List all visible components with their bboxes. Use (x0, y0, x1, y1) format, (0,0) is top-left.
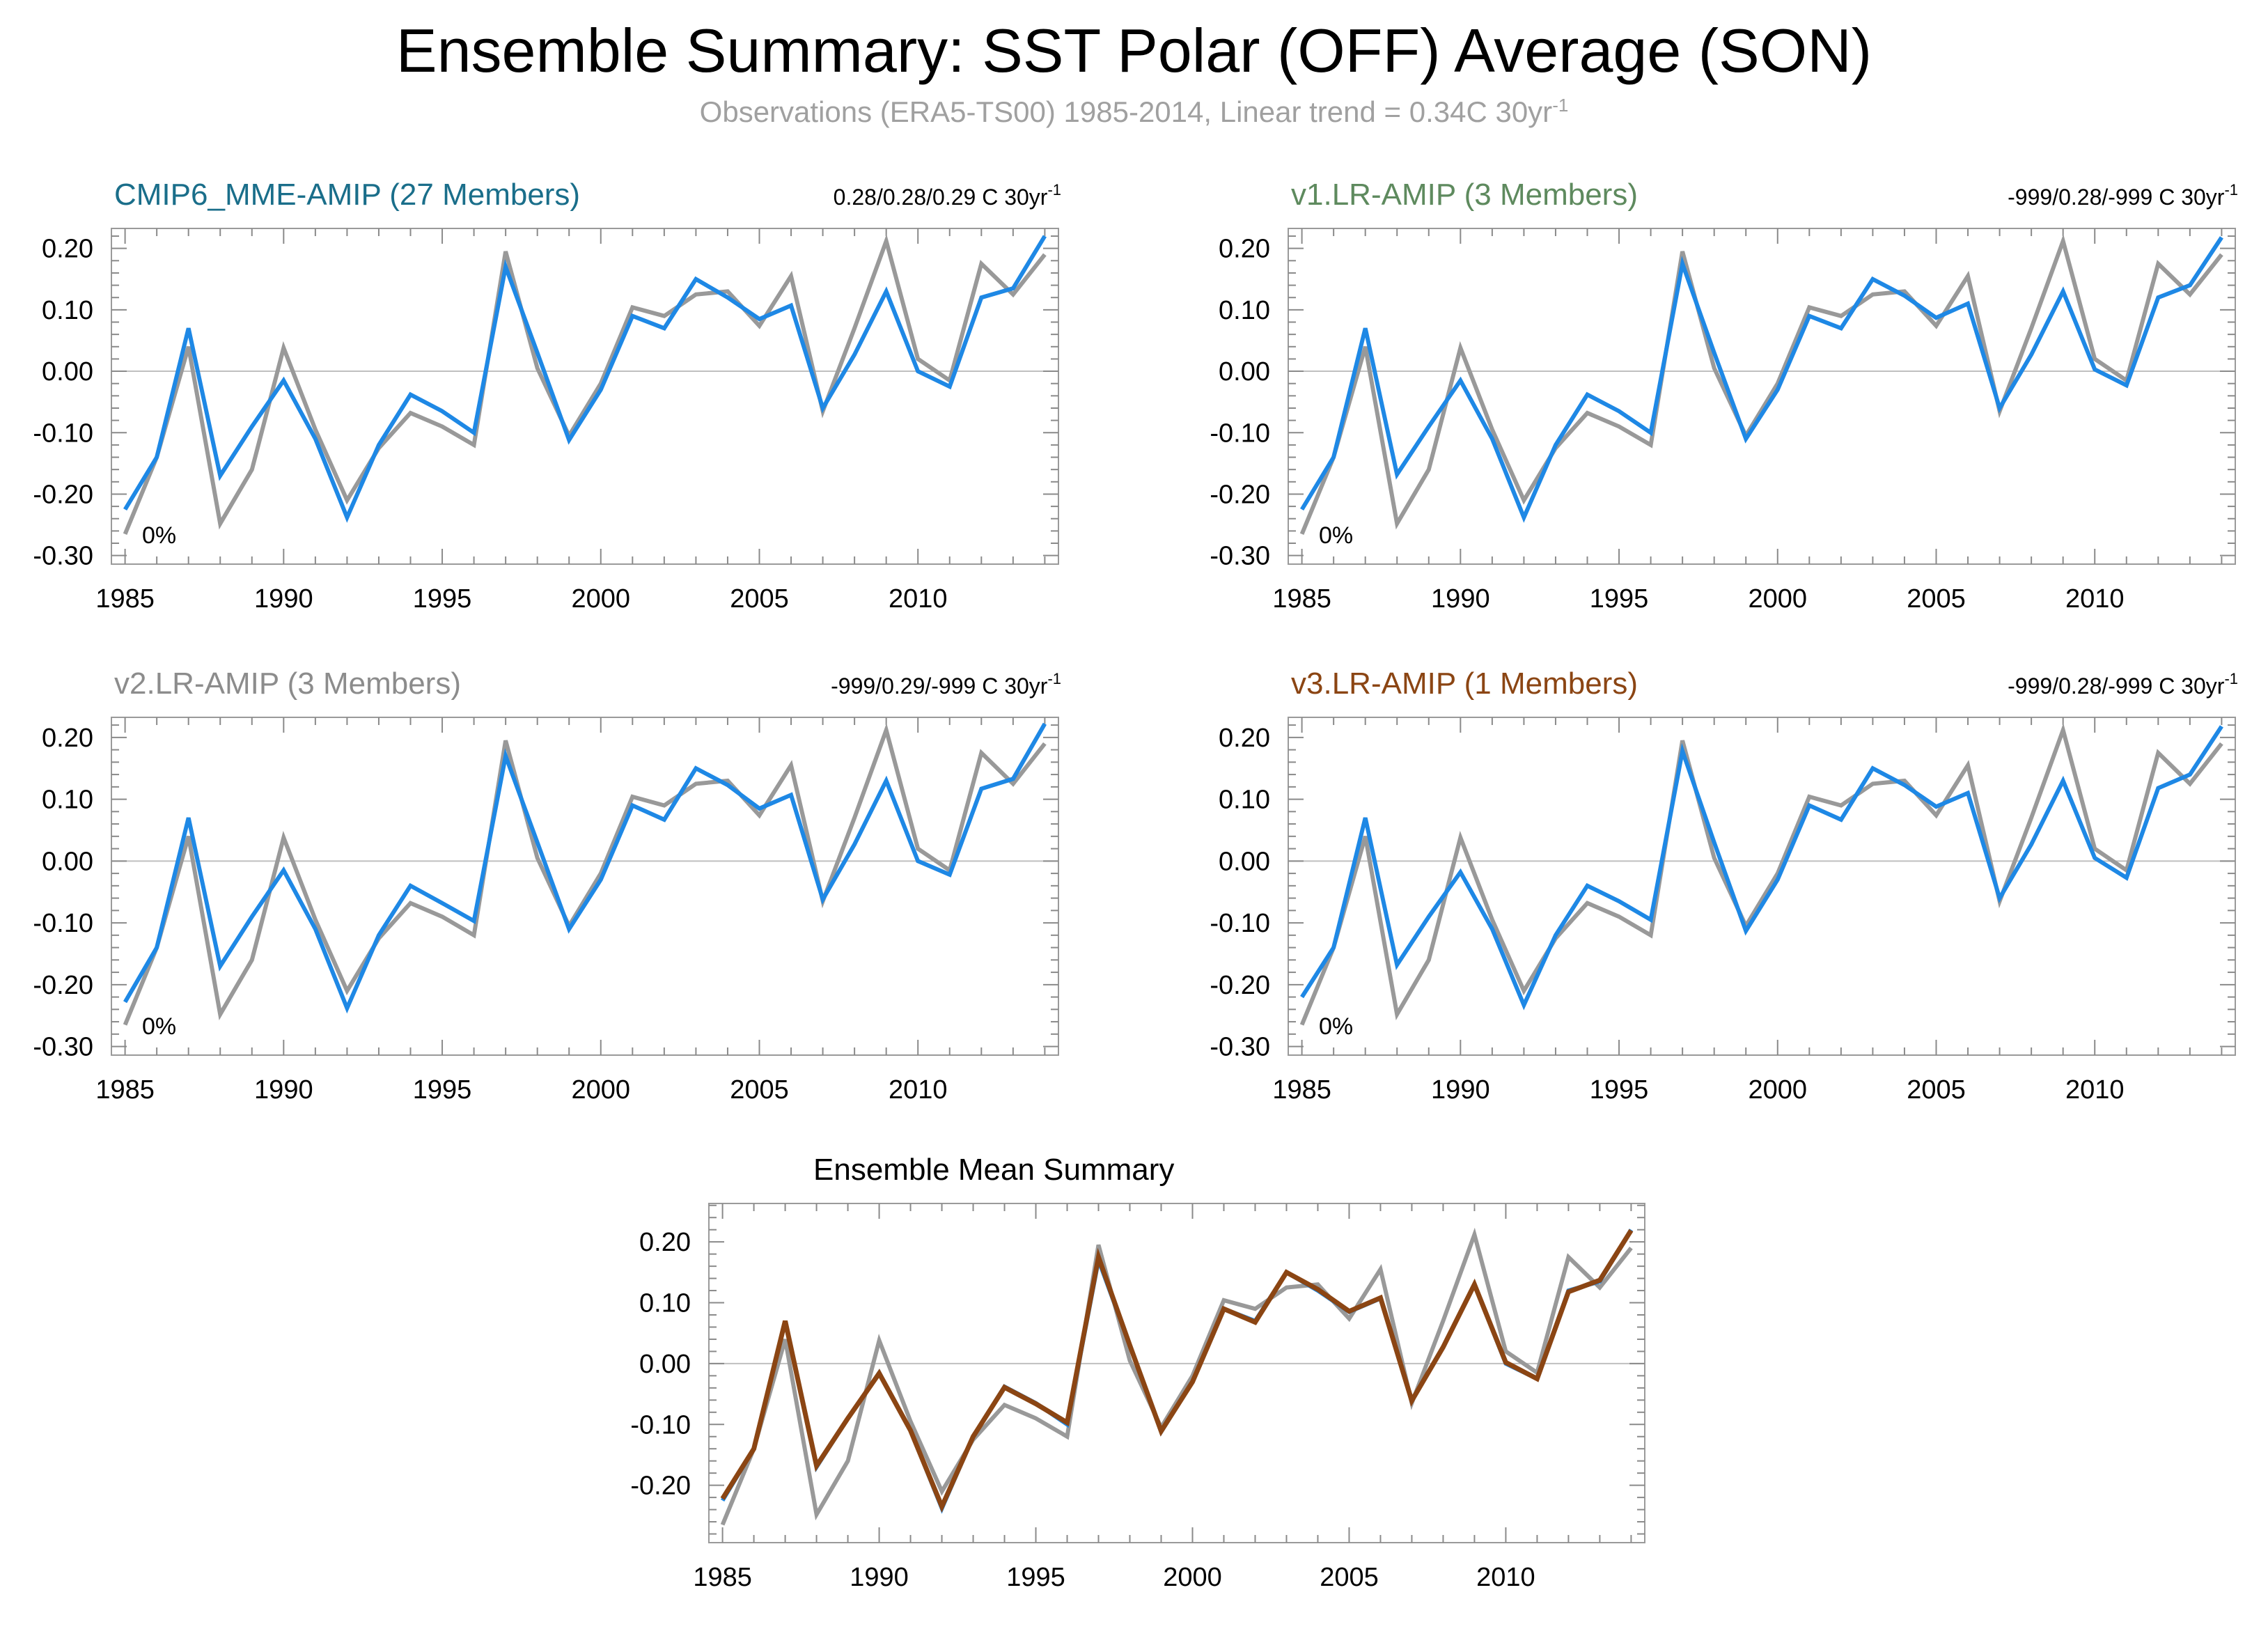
chart-title: v1.LR-AMIP (3 Members) (1291, 178, 1638, 212)
chart-title: CMIP6_MME-AMIP (27 Members) (114, 178, 580, 212)
mean-series-line (720, 1229, 1634, 1513)
y-tick-label: -0.30 (33, 542, 93, 571)
y-tick-label: -0.30 (1210, 1033, 1270, 1062)
x-tick-label: 2005 (1907, 1075, 1966, 1105)
chart-panel-4: 1985 1990 1995 2000 2005 2010 0.20 0.10 0.00 -0.1… (1210, 667, 2238, 1105)
x-tick-label: 2000 (571, 584, 630, 614)
y-tick-label: -0.20 (33, 971, 93, 1000)
x-tick-label: 2000 (571, 1075, 630, 1105)
chart-panel-5: 1985 1990 1995 2000 2005 2010 0.20 0.10 0.00 -0.1… (630, 1153, 1645, 1592)
x-tick-label: 1990 (254, 1075, 313, 1105)
y-tick-label: 0.10 (1219, 296, 1270, 325)
x-tick-label: 2010 (889, 1075, 948, 1105)
obs-series-line (1299, 234, 2223, 535)
x-tick-label: 2010 (889, 584, 948, 614)
x-tick-label: 2000 (1163, 1563, 1222, 1592)
page-subtitle: Observations (ERA5-TS00) 1985-2014, Line… (0, 95, 2268, 129)
y-tick-label: 0.20 (1219, 724, 1270, 753)
trend-label: 0.28/0.28/0.29 C 30yr-1 (834, 181, 1061, 210)
y-tick-label: 0.20 (639, 1228, 691, 1257)
x-tick-label: 1990 (850, 1563, 909, 1592)
chart-title: Ensemble Mean Summary (813, 1153, 1174, 1187)
y-tick-label: 0.00 (42, 357, 93, 387)
y-tick-label: 0.10 (639, 1289, 691, 1318)
x-tick-label: 1985 (1272, 1075, 1331, 1105)
x-tick-label: 1995 (1006, 1563, 1065, 1592)
x-tick-label: 2010 (1476, 1563, 1535, 1592)
y-tick-label: 0.10 (42, 296, 93, 325)
plot-frame (708, 1203, 1645, 1543)
percent-label: 0% (1319, 522, 1353, 549)
y-tick-label: 0.00 (42, 847, 93, 876)
x-tick-label: 2005 (730, 584, 789, 614)
y-tick-label: -0.10 (630, 1410, 691, 1440)
obs-series-line (720, 1227, 1633, 1526)
y-tick-label: 0.10 (1219, 786, 1270, 815)
x-tick-label: 1985 (1272, 584, 1331, 614)
plot-frame (111, 228, 1059, 565)
x-tick-label: 1990 (1431, 584, 1490, 614)
y-tick-label: 0.10 (42, 786, 93, 815)
x-tick-label: 1995 (413, 584, 472, 614)
y-tick-label: -0.10 (1210, 909, 1270, 938)
y-tick-label: 0.20 (1219, 235, 1270, 264)
plot-frame (1288, 228, 2236, 565)
x-tick-label: 1995 (413, 1075, 472, 1105)
percent-label: 0% (1319, 1013, 1353, 1040)
x-tick-label: 2010 (2065, 1075, 2125, 1105)
x-tick-label: 2005 (1907, 584, 1966, 614)
y-tick-label: 0.00 (1219, 847, 1270, 876)
y-tick-label: 0.20 (42, 235, 93, 264)
x-tick-label: 1985 (693, 1563, 752, 1592)
chart-panel-1: 1985 1990 1995 2000 2005 2010 0.20 0.10 0.00 -0.1… (33, 178, 1061, 614)
model-series-line (1300, 236, 2223, 523)
x-tick-label: 2005 (730, 1075, 789, 1105)
x-tick-label: 1990 (1431, 1075, 1490, 1105)
y-tick-label: -0.10 (1210, 419, 1270, 448)
page-title: Ensemble Summary: SST Polar (OFF) Averag… (396, 16, 1872, 85)
model-series-line (721, 1229, 1633, 1514)
obs-series-line (123, 234, 1047, 535)
plot-frame (111, 717, 1059, 1056)
obs-series-line (123, 723, 1047, 1026)
y-tick-label: -0.10 (33, 909, 93, 938)
chart-panel-2: 1985 1990 1995 2000 2005 2010 0.20 0.10 0.00 -0.1… (1210, 178, 2238, 614)
x-tick-label: 1985 (95, 584, 155, 614)
x-tick-label: 2000 (1748, 1075, 1807, 1105)
x-tick-label: 1995 (1590, 584, 1649, 614)
y-tick-label: -0.20 (33, 480, 93, 509)
model-series-line (123, 722, 1047, 1014)
percent-label: 0% (142, 1013, 176, 1040)
trend-label: -999/0.28/-999 C 30yr-1 (2008, 181, 2238, 210)
model-series-line (1300, 725, 2223, 1011)
plot-frame (1288, 717, 2236, 1056)
model-series-line (123, 235, 1047, 523)
chart-panel-3: 1985 1990 1995 2000 2005 2010 0.20 0.10 0.00 -0.1… (33, 667, 1061, 1105)
x-tick-label: 1995 (1590, 1075, 1649, 1105)
y-tick-label: -0.10 (33, 419, 93, 448)
y-tick-label: 0.00 (639, 1350, 691, 1379)
obs-series-line (1299, 723, 2223, 1026)
y-tick-label: -0.20 (630, 1472, 691, 1501)
y-tick-label: -0.20 (1210, 971, 1270, 1000)
x-tick-label: 1985 (95, 1075, 155, 1105)
y-tick-label: 0.20 (42, 724, 93, 753)
x-tick-label: 2000 (1748, 584, 1807, 614)
trend-label: -999/0.29/-999 C 30yr-1 (831, 670, 1061, 699)
chart-title: v2.LR-AMIP (3 Members) (114, 667, 461, 701)
chart-title: v3.LR-AMIP (1 Members) (1291, 667, 1638, 701)
y-tick-label: 0.00 (1219, 357, 1270, 387)
x-tick-label: 1990 (254, 584, 313, 614)
subtitle-superscript: -1 (1552, 95, 1569, 116)
subtitle-text: Observations (ERA5-TS00) 1985-2014, Line… (699, 95, 1553, 128)
percent-label: 0% (142, 522, 176, 549)
y-tick-label: -0.30 (1210, 542, 1270, 571)
trend-label: -999/0.28/-999 C 30yr-1 (2008, 670, 2238, 699)
x-tick-label: 2005 (1320, 1563, 1379, 1592)
x-tick-label: 2010 (2065, 584, 2125, 614)
y-tick-label: -0.30 (33, 1033, 93, 1062)
y-tick-label: -0.20 (1210, 480, 1270, 509)
